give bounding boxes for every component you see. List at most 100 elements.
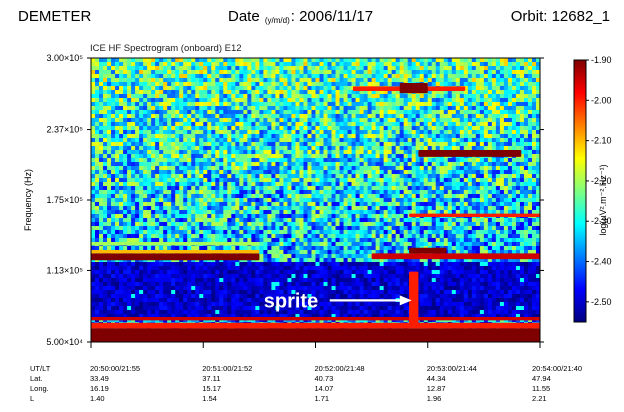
heatmap-cell bbox=[291, 298, 296, 303]
heatmap-cell bbox=[351, 142, 356, 147]
heatmap-cell bbox=[215, 106, 220, 111]
heatmap-cell bbox=[203, 138, 208, 143]
heatmap-cell bbox=[339, 114, 344, 119]
heatmap-cell bbox=[135, 198, 140, 203]
heatmap-cell bbox=[215, 238, 220, 243]
heatmap-cell bbox=[363, 286, 369, 291]
heatmap-cell bbox=[303, 266, 308, 271]
heatmap-cell bbox=[167, 210, 172, 215]
heatmap-cell bbox=[339, 106, 344, 111]
heatmap-cell bbox=[295, 206, 300, 211]
heatmap-cell bbox=[215, 286, 220, 291]
heatmap-cell bbox=[199, 62, 204, 67]
heatmap-cell bbox=[247, 290, 252, 295]
heatmap-cell bbox=[91, 278, 96, 283]
heatmap-cell bbox=[271, 90, 276, 95]
heatmap-cell bbox=[155, 150, 160, 155]
heatmap-cell bbox=[323, 282, 328, 287]
heatmap-cell bbox=[171, 214, 176, 219]
heatmap-cell bbox=[167, 154, 172, 159]
heatmap-cell bbox=[155, 70, 160, 75]
heatmap-cell bbox=[267, 98, 272, 103]
heatmap-cell bbox=[371, 102, 377, 107]
heatmap-cell bbox=[223, 186, 228, 191]
heatmap-cell bbox=[139, 214, 144, 219]
heatmap-cell bbox=[323, 214, 328, 219]
heatmap-cell bbox=[207, 222, 212, 227]
heatmap-cell bbox=[363, 278, 369, 283]
heatmap-cell bbox=[227, 222, 232, 227]
heatmap-cell bbox=[119, 262, 124, 267]
heatmap-cell bbox=[363, 118, 369, 123]
heatmap-cell bbox=[139, 142, 144, 147]
heatmap-cell bbox=[99, 98, 104, 103]
heatmap-cell bbox=[131, 178, 136, 183]
heatmap-cell bbox=[355, 290, 360, 295]
heatmap-cell bbox=[195, 166, 200, 171]
heatmap-cell bbox=[191, 310, 196, 315]
heatmap-cell bbox=[167, 62, 172, 67]
heatmap-cell bbox=[231, 170, 236, 175]
heatmap-cell bbox=[319, 314, 324, 319]
heatmap-cell bbox=[335, 154, 340, 159]
heatmap-cell bbox=[127, 306, 132, 311]
heatmap-cell bbox=[367, 150, 373, 155]
heatmap-cell bbox=[119, 82, 124, 87]
heatmap-cell bbox=[275, 86, 280, 91]
heatmap-cell bbox=[359, 250, 365, 255]
heatmap-cell bbox=[295, 130, 300, 135]
heatmap-cell bbox=[279, 254, 284, 259]
heatmap-cell bbox=[159, 142, 164, 147]
heatmap-cell bbox=[331, 154, 336, 159]
heatmap-cell bbox=[291, 94, 296, 99]
heatmap-cell bbox=[127, 82, 132, 87]
heatmap-cell bbox=[223, 142, 228, 147]
heatmap-cell bbox=[267, 270, 272, 275]
heatmap-cell bbox=[187, 310, 192, 315]
heatmap-cell bbox=[163, 298, 168, 303]
heatmap-cell bbox=[315, 258, 320, 263]
heatmap-cell bbox=[343, 234, 348, 239]
heatmap-cell bbox=[311, 154, 316, 159]
heatmap-cell bbox=[99, 82, 104, 87]
heatmap-cell bbox=[267, 90, 272, 95]
heatmap-cell bbox=[323, 114, 328, 119]
heatmap-cell bbox=[95, 126, 100, 131]
heatmap-cell bbox=[163, 262, 168, 267]
heatmap-cell bbox=[231, 218, 236, 223]
heatmap-cell bbox=[363, 102, 369, 107]
heatmap-cell bbox=[227, 174, 232, 179]
heatmap-cell bbox=[251, 210, 256, 215]
heatmap-cell bbox=[363, 238, 369, 243]
heatmap-cell bbox=[183, 98, 188, 103]
heatmap-cell bbox=[179, 302, 184, 307]
heatmap-cell bbox=[303, 202, 308, 207]
heatmap-cell bbox=[107, 222, 112, 227]
heatmap-cell bbox=[343, 270, 348, 275]
heatmap-cell bbox=[347, 290, 352, 295]
heatmap-cell bbox=[247, 126, 252, 131]
heatmap-cell bbox=[335, 270, 340, 275]
heatmap-cell bbox=[367, 210, 373, 215]
heatmap-cell bbox=[215, 82, 220, 87]
heatmap-cell bbox=[259, 246, 264, 251]
heatmap-cell bbox=[211, 138, 216, 143]
heatmap-cell bbox=[115, 110, 120, 115]
heatmap-cell bbox=[359, 70, 365, 75]
heatmap-cell bbox=[255, 134, 260, 139]
heatmap-cell bbox=[251, 302, 256, 307]
heatmap-cell bbox=[179, 298, 184, 303]
heatmap-cell bbox=[127, 190, 132, 195]
heatmap-cell bbox=[167, 150, 172, 155]
heatmap-cell bbox=[131, 218, 136, 223]
heatmap-cell bbox=[235, 114, 240, 119]
heatmap-cell bbox=[355, 222, 360, 227]
heatmap-cell bbox=[179, 82, 184, 87]
heatmap-cell bbox=[347, 254, 352, 259]
heatmap-cell bbox=[299, 294, 304, 299]
heatmap-cell bbox=[279, 122, 284, 127]
heatmap-cell bbox=[183, 222, 188, 227]
heatmap-cell bbox=[303, 198, 308, 203]
heatmap-cell bbox=[279, 242, 284, 247]
heatmap-cell bbox=[283, 230, 288, 235]
